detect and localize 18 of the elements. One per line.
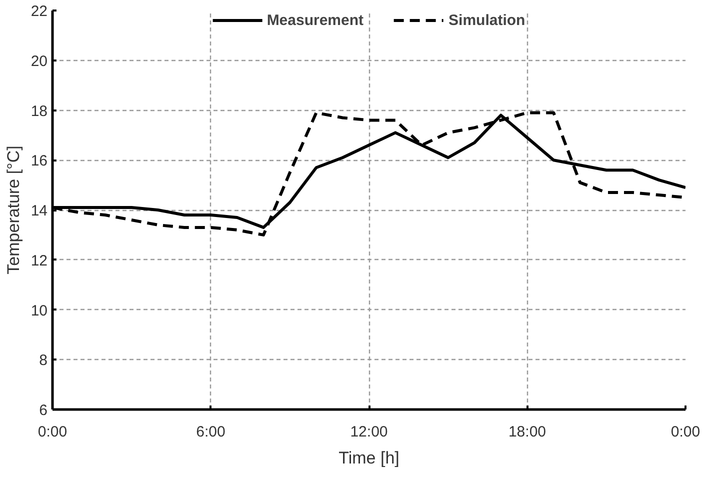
y-tick-label: 12: [30, 252, 48, 270]
y-tick-label: 18: [30, 102, 48, 120]
legend-label: Measurement: [266, 12, 364, 28]
legend-label: Simulation: [448, 12, 526, 28]
y-tick-label: 8: [39, 352, 48, 370]
y-tick-label: 6: [39, 402, 48, 419]
x-tick-label: 18:00: [508, 424, 546, 440]
x-tick-label: 0:00: [670, 424, 700, 440]
x-tick-label: 0:00: [38, 424, 68, 440]
y-axis-title: Temperature [°C]: [4, 146, 23, 274]
x-axis-title: Time [h]: [338, 448, 400, 468]
y-tick-label: 22: [30, 3, 48, 20]
y-tick-label: 20: [30, 52, 48, 70]
y-tick-label: 16: [30, 152, 48, 170]
y-tick-label: 10: [30, 302, 48, 320]
x-tick-label: 6:00: [196, 424, 226, 440]
y-tick-label: 14: [30, 202, 48, 220]
x-tick-label: 12:00: [350, 424, 388, 440]
